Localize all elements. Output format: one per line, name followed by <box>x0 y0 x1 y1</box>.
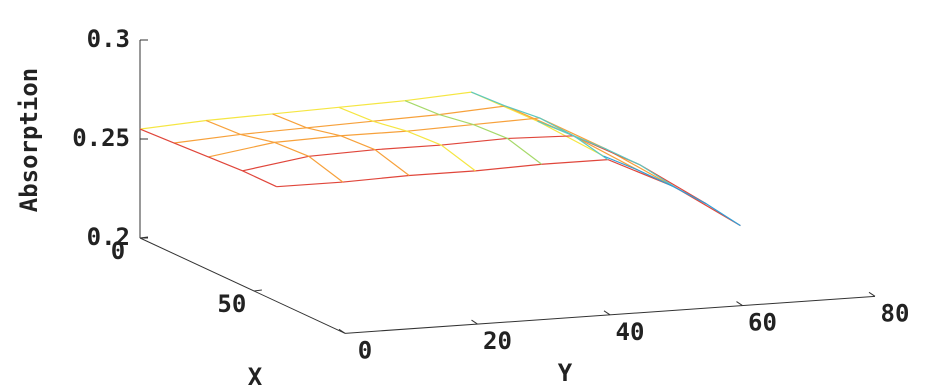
mesh-col <box>206 119 344 183</box>
y-tick <box>603 310 611 316</box>
mesh-row <box>276 159 741 227</box>
z-tick-label: 0.2 <box>87 223 130 251</box>
z-axis-label: Absorption <box>15 68 43 213</box>
mesh-col <box>603 155 741 227</box>
mesh-col <box>471 91 609 161</box>
x-tick <box>253 289 262 292</box>
x-tick-label: 0 <box>111 237 125 265</box>
y-tick <box>471 319 478 325</box>
y-tick-label: 20 <box>483 327 512 355</box>
y-tick-label: 80 <box>881 299 910 327</box>
x-axis-label: X <box>248 363 263 391</box>
z-tick-label: 0.25 <box>72 124 130 152</box>
x-tick <box>139 236 149 239</box>
mesh-col <box>537 120 675 188</box>
mesh-col <box>404 100 543 165</box>
x-tick-label: 50 <box>217 290 246 318</box>
x-axis <box>139 237 346 334</box>
y-tick-label: 60 <box>748 309 777 337</box>
y-tick <box>338 328 346 334</box>
y-tick-label: 40 <box>616 318 645 346</box>
mesh-col <box>338 106 476 172</box>
z-tick-label: 0.3 <box>87 25 130 53</box>
y-axis-label: Y <box>558 359 573 387</box>
mesh-col <box>139 128 277 188</box>
mesh-row <box>139 91 605 157</box>
mesh-row <box>208 117 673 187</box>
y-tick-label: 0 <box>358 336 372 364</box>
mesh-col <box>272 113 410 176</box>
y-tick <box>736 301 743 306</box>
y-tick <box>868 291 876 297</box>
